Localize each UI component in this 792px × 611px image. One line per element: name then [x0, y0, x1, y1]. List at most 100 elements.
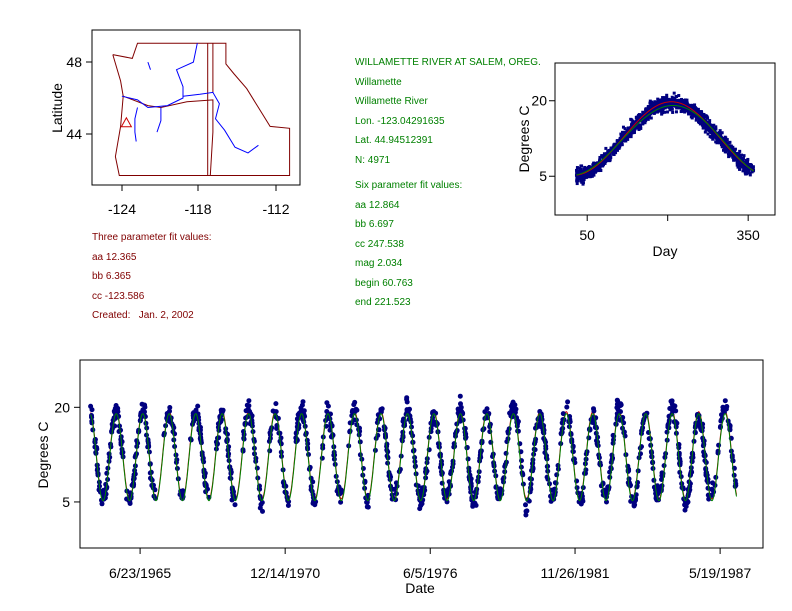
data-point [438, 464, 443, 470]
data-point [677, 102, 681, 106]
data-point [660, 103, 664, 107]
data-point [647, 115, 651, 119]
data-point [285, 503, 291, 508]
map-ytick: 44 [66, 126, 82, 142]
data-point [702, 115, 706, 119]
data-point [636, 114, 640, 118]
data-point [545, 476, 551, 482]
data-point [748, 171, 752, 175]
data-point [553, 480, 559, 486]
data-point [523, 502, 528, 508]
data-point [247, 409, 253, 414]
data-point [614, 148, 618, 152]
six-param-fit-line [576, 104, 754, 176]
data-point [718, 129, 722, 133]
six-cc: cc 247.538 [355, 238, 404, 250]
data-point [628, 132, 632, 136]
data-point [681, 99, 685, 103]
data-point [643, 114, 647, 118]
data-point [584, 166, 588, 170]
data-point [632, 121, 636, 125]
data-point [228, 467, 234, 473]
data-point [648, 101, 652, 105]
data-point [232, 502, 238, 508]
data-point [720, 131, 724, 135]
data-point [657, 102, 661, 106]
data-point [630, 127, 634, 131]
data-point [653, 100, 657, 104]
river-line [182, 91, 259, 154]
data-point [139, 401, 145, 407]
data-point [589, 175, 593, 179]
data-point [106, 451, 112, 457]
data-point [590, 174, 594, 178]
x-tick-label: 50 [579, 227, 595, 243]
data-point [646, 117, 650, 121]
data-point [606, 150, 610, 154]
data-point [740, 153, 744, 157]
data-point [593, 162, 597, 166]
data-point [732, 158, 736, 162]
data-point [623, 132, 627, 136]
data-point [300, 408, 306, 414]
data-point [590, 166, 594, 170]
data-point [690, 114, 694, 118]
data-point [621, 130, 625, 134]
data-point [520, 472, 526, 478]
data-point [579, 168, 583, 172]
data-point [581, 169, 585, 173]
data-point [662, 99, 666, 103]
data-point [674, 104, 678, 108]
data-point [254, 465, 260, 471]
data-point [565, 399, 571, 405]
data-point [678, 100, 682, 104]
data-point [724, 136, 728, 140]
station-river: Willamette River [355, 96, 428, 107]
data-point [703, 130, 707, 134]
data-point [319, 455, 325, 461]
data-point [718, 132, 722, 136]
data-point [684, 498, 690, 504]
data-point [581, 182, 585, 186]
data-point [671, 110, 675, 114]
data-point [648, 106, 652, 110]
data-point [608, 459, 614, 465]
data-point [629, 135, 633, 139]
data-point [599, 164, 603, 168]
x-tick-label: 6/5/1976 [403, 565, 458, 581]
data-point [735, 157, 739, 161]
data-point [487, 421, 493, 427]
data-point [727, 155, 731, 159]
data-point [663, 110, 667, 114]
data-point [597, 169, 601, 173]
data-point [663, 96, 667, 100]
data-point [734, 158, 738, 162]
data-point [670, 99, 674, 103]
data-point [630, 123, 634, 127]
data-point [501, 475, 507, 481]
data-point [701, 113, 705, 117]
data-point [648, 99, 652, 103]
timeseries-panel: 6/23/1965 12/14/1970 6/5/1976 11/26/1981 5/1… [35, 359, 764, 596]
data-point [593, 169, 597, 173]
ts-xlabel: Date [405, 580, 435, 596]
station-marker [120, 116, 133, 128]
data-point [589, 419, 595, 425]
data-point [719, 412, 724, 418]
data-point [708, 129, 712, 133]
x-tick-label: 6/23/1965 [109, 565, 171, 581]
data-point [704, 127, 708, 131]
x-tick-label: 11/26/1981 [541, 565, 610, 581]
y-tick-label: 20 [54, 399, 70, 415]
data-point [592, 166, 596, 170]
data-point [629, 125, 633, 129]
data-point [744, 158, 748, 162]
data-point [583, 176, 587, 180]
data-point [608, 465, 614, 471]
data-point [699, 110, 703, 114]
river-line [147, 61, 151, 70]
data-point [604, 153, 608, 157]
data-point [668, 102, 672, 106]
data-point [385, 460, 391, 466]
six-header: Six parameter fit values: [355, 180, 463, 191]
